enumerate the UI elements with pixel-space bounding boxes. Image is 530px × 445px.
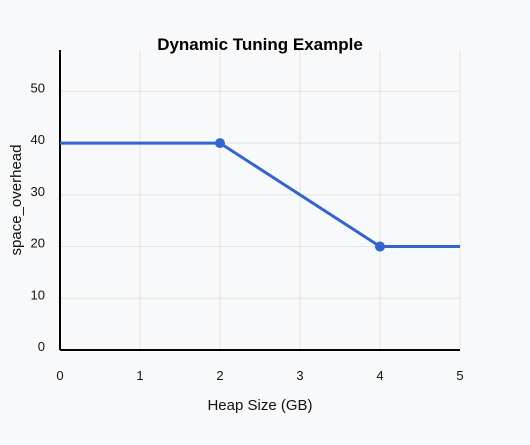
y-tick-label: 0	[38, 339, 45, 354]
x-tick-label: 0	[56, 368, 63, 383]
series-layer	[60, 138, 460, 252]
y-tick-label: 10	[31, 287, 45, 302]
x-tick-label: 2	[216, 368, 223, 383]
y-axis-title: space_overhead	[8, 145, 25, 256]
x-tick-label: 1	[136, 368, 143, 383]
x-tick-label: 3	[296, 368, 303, 383]
chart-title: Dynamic Tuning Example	[157, 35, 363, 54]
y-tick-label: 30	[31, 184, 45, 199]
series-line	[60, 141, 460, 249]
data-point-marker	[215, 138, 225, 149]
grid-lines	[60, 50, 461, 350]
axes	[59, 50, 460, 351]
x-tick-label: 5	[456, 368, 463, 383]
y-tick-label: 40	[31, 132, 45, 147]
data-point-marker	[375, 241, 385, 252]
y-tick-label: 50	[31, 80, 45, 95]
y-tick-label: 20	[31, 236, 45, 251]
x-tick-label: 4	[376, 368, 383, 383]
x-axis-title: Heap Size (GB)	[207, 397, 312, 414]
